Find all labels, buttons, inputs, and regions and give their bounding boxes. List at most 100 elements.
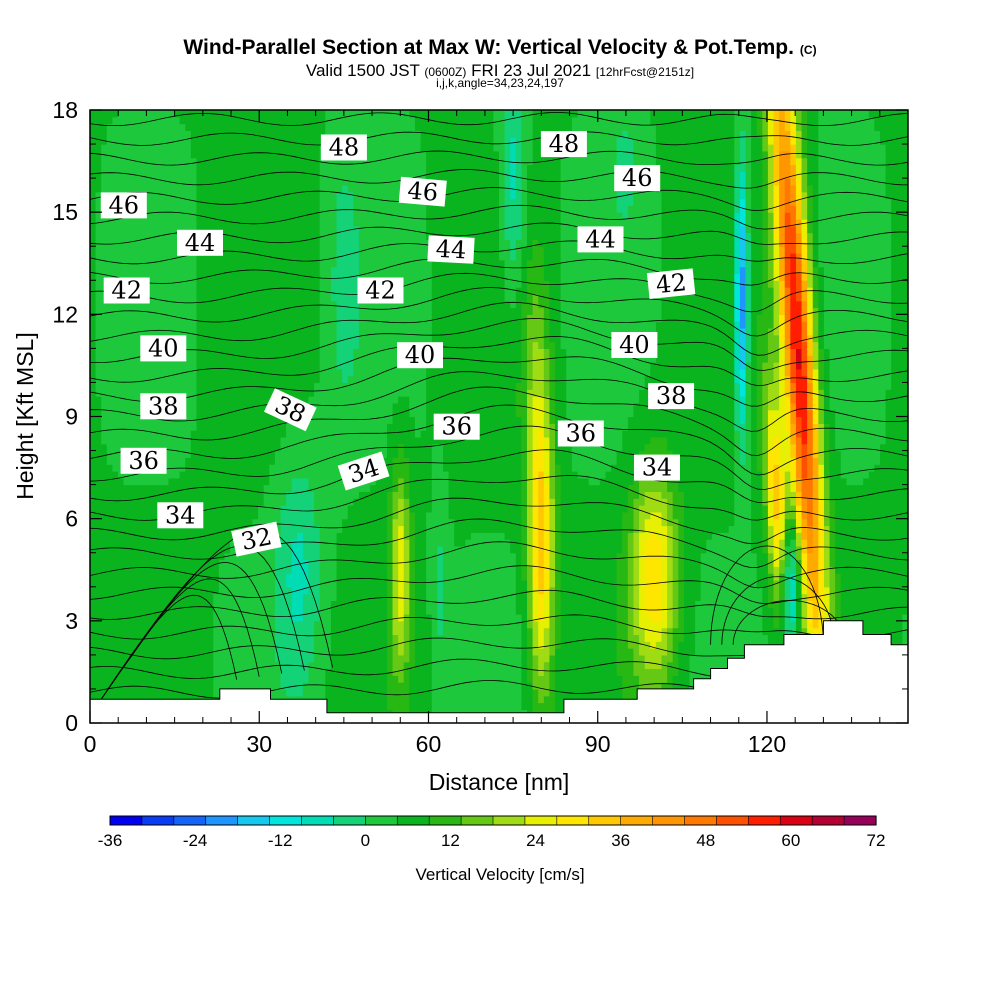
w-cell [112, 328, 118, 335]
w-cell [359, 267, 365, 274]
w-cell [331, 641, 337, 648]
w-cell [258, 648, 264, 655]
w-cell [348, 634, 354, 641]
w-cell [325, 294, 331, 301]
w-cell [118, 362, 124, 369]
w-cell [353, 675, 359, 682]
w-cell [258, 634, 264, 641]
w-cell [297, 362, 303, 369]
w-cell [96, 437, 102, 444]
w-cell [303, 273, 309, 280]
w-cell [219, 430, 225, 437]
w-cell [90, 355, 96, 362]
w-cell [381, 491, 387, 498]
w-cell [370, 423, 376, 430]
w-cell [140, 689, 146, 696]
w-cell [275, 205, 281, 212]
w-cell [292, 233, 298, 240]
w-cell [140, 164, 146, 171]
w-cell [230, 178, 236, 185]
w-cell [370, 253, 376, 260]
w-cell [208, 294, 214, 301]
w-cell [101, 532, 107, 539]
w-cell [180, 294, 186, 301]
w-cell [107, 560, 113, 567]
w-cell [191, 335, 197, 342]
w-cell [196, 164, 202, 171]
w-cell [208, 580, 214, 587]
w-cell [303, 314, 309, 321]
w-cell [213, 328, 219, 335]
w-cell [168, 144, 174, 151]
w-cell [258, 362, 264, 369]
w-cell [168, 239, 174, 246]
w-cell [264, 355, 270, 362]
w-cell [393, 314, 399, 321]
w-cell [387, 662, 393, 669]
w-cell [191, 464, 197, 471]
w-cell [174, 444, 180, 451]
w-cell [124, 130, 130, 137]
w-cell [191, 396, 197, 403]
w-cell [180, 110, 186, 117]
w-cell [252, 164, 258, 171]
w-cell [107, 621, 113, 628]
w-cell [224, 525, 230, 532]
w-cell [370, 682, 376, 689]
w-cell [107, 532, 113, 539]
w-cell [398, 519, 404, 526]
w-cell [303, 621, 309, 628]
w-cell [129, 594, 135, 601]
w-cell [348, 185, 354, 192]
w-cell [112, 532, 118, 539]
w-cell [191, 267, 197, 274]
w-cell [292, 308, 298, 315]
w-cell [202, 355, 208, 362]
w-cell [365, 580, 371, 587]
w-cell [365, 342, 371, 349]
w-cell [174, 205, 180, 212]
w-cell [303, 444, 309, 451]
w-cell [163, 212, 169, 219]
w-cell [342, 355, 348, 362]
w-cell [359, 185, 365, 192]
w-cell [370, 192, 376, 199]
w-cell [303, 376, 309, 383]
w-cell [381, 403, 387, 410]
w-cell [219, 376, 225, 383]
w-cell [393, 689, 399, 696]
w-cell [309, 130, 315, 137]
w-cell [286, 376, 292, 383]
w-cell [101, 675, 107, 682]
w-cell [101, 117, 107, 124]
w-cell [365, 505, 371, 512]
w-cell [101, 546, 107, 553]
w-cell [112, 110, 118, 117]
w-cell [191, 539, 197, 546]
w-cell [213, 662, 219, 669]
w-cell [393, 124, 399, 131]
w-cell [196, 457, 202, 464]
w-cell [140, 580, 146, 587]
w-cell [112, 117, 118, 124]
w-cell [314, 253, 320, 260]
w-cell [230, 478, 236, 485]
w-cell [292, 267, 298, 274]
w-cell [112, 634, 118, 641]
w-cell [359, 546, 365, 553]
w-cell [359, 171, 365, 178]
w-cell [297, 573, 303, 580]
w-cell [174, 294, 180, 301]
w-cell [124, 682, 130, 689]
w-cell [168, 321, 174, 328]
w-cell [342, 226, 348, 233]
w-cell [365, 253, 371, 260]
w-cell [140, 382, 146, 389]
w-cell [152, 199, 158, 206]
w-cell [376, 607, 382, 614]
w-cell [269, 151, 275, 158]
w-cell [185, 491, 191, 498]
w-cell [180, 171, 186, 178]
w-cell [90, 430, 96, 437]
w-cell [168, 151, 174, 158]
